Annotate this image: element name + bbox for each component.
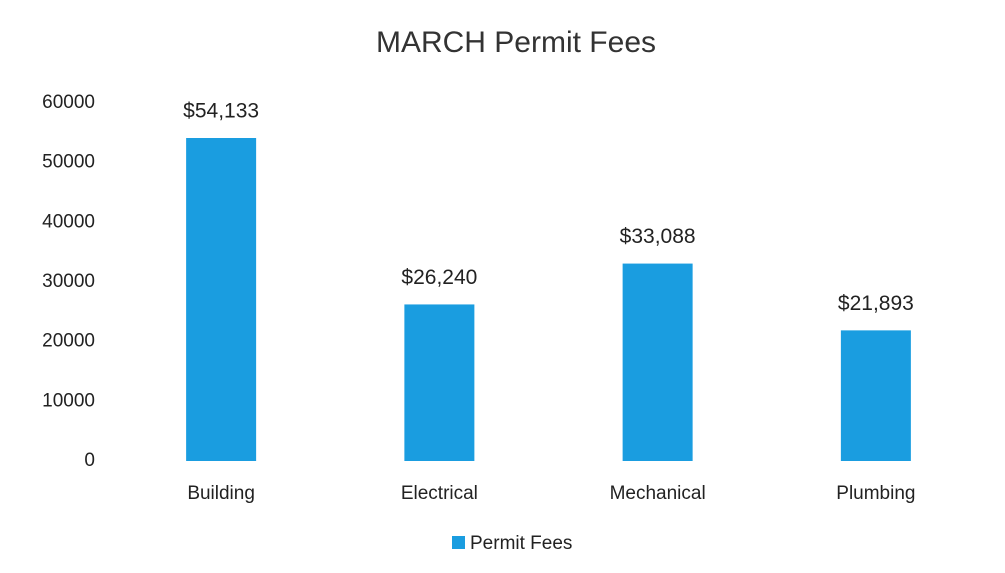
y-tick-label: 10000 (42, 390, 95, 411)
data-label: $26,240 (401, 266, 477, 289)
x-tick-label: Mechanical (610, 483, 706, 504)
x-tick-label: Building (187, 483, 255, 504)
chart-title: MARCH Permit Fees (376, 26, 656, 59)
x-tick-label: Plumbing (836, 483, 915, 504)
data-label: $54,133 (183, 100, 259, 123)
legend-label: Permit Fees (470, 533, 572, 554)
x-tick-label: Electrical (401, 483, 478, 504)
y-tick-label: 60000 (42, 92, 95, 113)
y-tick-label: 0 (84, 450, 95, 471)
bar (622, 263, 693, 461)
legend-swatch (452, 536, 465, 549)
y-tick-label: 20000 (42, 331, 95, 352)
bar (186, 138, 257, 461)
data-label: $33,088 (620, 225, 696, 248)
data-label: $21,893 (838, 292, 914, 315)
y-tick-label: 30000 (42, 271, 95, 292)
bar (840, 330, 911, 461)
y-tick-label: 40000 (42, 211, 95, 232)
bar (404, 304, 475, 461)
y-tick-label: 50000 (42, 152, 95, 173)
